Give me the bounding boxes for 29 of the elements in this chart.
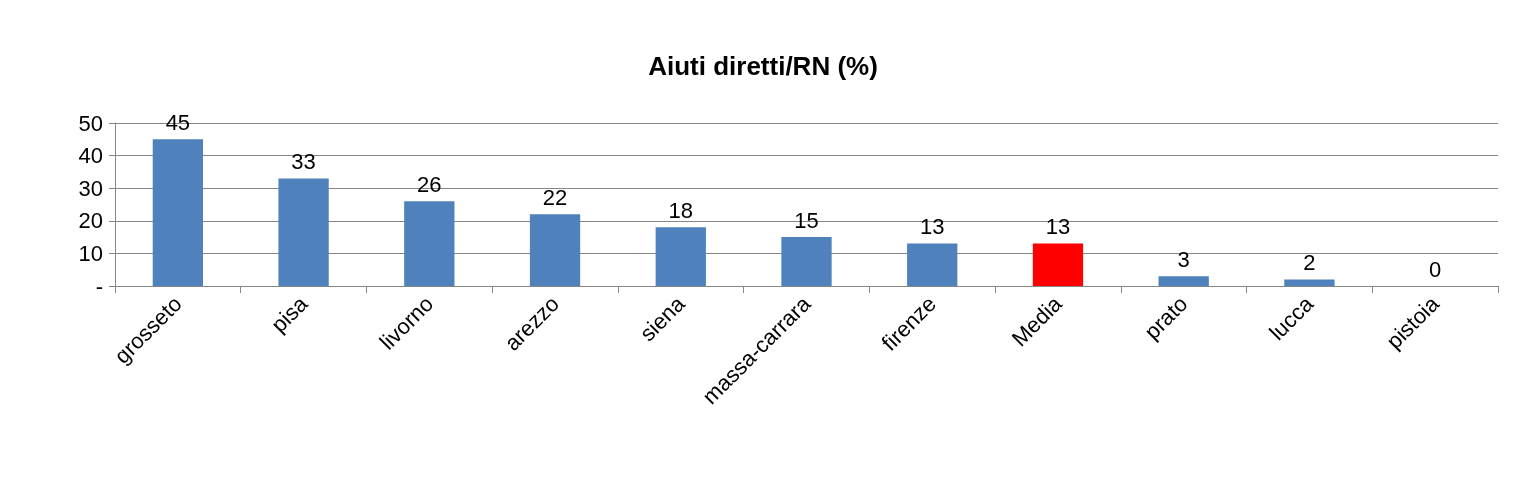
bar (1158, 276, 1209, 286)
data-label: 45 (165, 109, 191, 135)
y-tick-label: 40 (78, 143, 103, 169)
data-label: 2 (1303, 249, 1316, 275)
bar (907, 243, 958, 286)
bar (781, 237, 832, 286)
bar (1032, 243, 1084, 286)
x-tick-label: pisa (266, 290, 313, 338)
data-label: 3 (1177, 246, 1190, 272)
bar (529, 214, 581, 286)
data-label: 15 (794, 207, 819, 233)
data-label: 22 (542, 184, 568, 210)
chart-title: Aiuti diretti/RN (%) (648, 51, 878, 81)
bar (655, 227, 706, 286)
y-tick-label: 20 (78, 208, 103, 234)
y-tick-label: 10 (78, 240, 103, 266)
data-label: 13 (1045, 214, 1071, 240)
y-tick-label: 30 (78, 175, 103, 201)
data-label: 26 (417, 171, 442, 197)
y-tick-label: - (95, 273, 103, 299)
bar (152, 139, 204, 286)
data-label: 0 (1429, 256, 1442, 282)
bar (278, 178, 329, 286)
data-label: 33 (291, 148, 316, 174)
bar (1284, 279, 1335, 286)
data-label: 18 (668, 197, 694, 223)
y-tick-label: 50 (78, 110, 103, 136)
bar (404, 201, 455, 286)
data-label: 13 (919, 214, 945, 240)
